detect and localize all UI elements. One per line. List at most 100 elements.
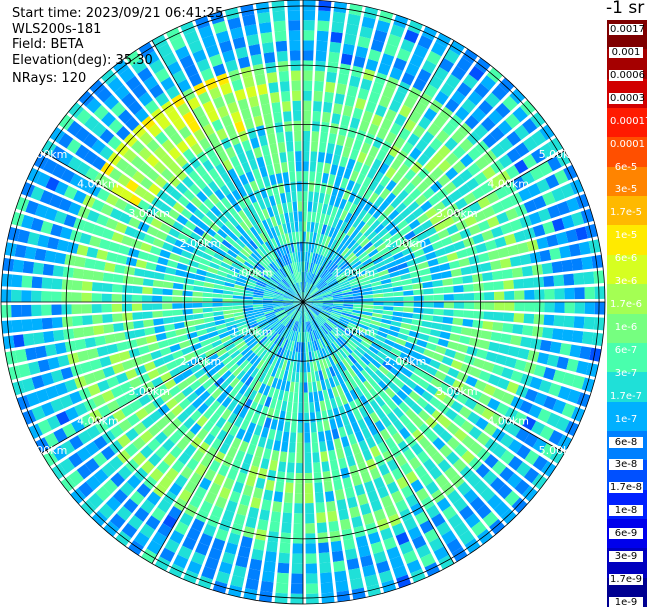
ray-cell bbox=[319, 142, 327, 153]
ray-cell bbox=[260, 581, 273, 592]
ray-cell bbox=[192, 308, 202, 313]
ray-cell bbox=[345, 548, 357, 560]
ray-cell bbox=[493, 281, 504, 290]
ray-cell bbox=[182, 309, 192, 315]
ray-cell bbox=[393, 307, 403, 312]
ray-cell bbox=[261, 103, 271, 114]
ray-cell bbox=[289, 212, 294, 222]
ray-cell bbox=[335, 489, 345, 500]
ray-cell bbox=[306, 553, 317, 563]
ray-cell bbox=[363, 305, 373, 308]
colorbar-tick-label: 3e-9 bbox=[609, 551, 643, 562]
ray-cell bbox=[248, 507, 259, 519]
ray-cell bbox=[293, 362, 297, 372]
ray-cell bbox=[373, 309, 383, 313]
ray-cell bbox=[96, 249, 108, 260]
ray-cell bbox=[296, 232, 300, 242]
ray-cell bbox=[328, 52, 340, 63]
ray-cell bbox=[278, 461, 286, 472]
ray-cell bbox=[203, 312, 214, 317]
ray-cell bbox=[292, 91, 301, 101]
ray-cell bbox=[473, 283, 484, 291]
ray-cell bbox=[331, 113, 340, 124]
ray-cell bbox=[484, 302, 494, 310]
ray-cell bbox=[264, 155, 272, 166]
ray-cell bbox=[249, 44, 261, 56]
colorbar-tick-label: 6e-9 bbox=[609, 528, 643, 539]
ray-cell bbox=[569, 345, 581, 358]
ray-cell bbox=[421, 275, 432, 282]
ray-cell bbox=[272, 153, 280, 164]
ray-cell bbox=[337, 499, 347, 511]
ray-cell bbox=[348, 568, 361, 580]
ray-cell bbox=[185, 272, 196, 279]
ray-cell bbox=[42, 277, 53, 288]
ray-cell bbox=[510, 256, 522, 267]
ray-cell bbox=[404, 302, 414, 307]
ray-cell bbox=[251, 106, 261, 118]
ray-cell bbox=[138, 251, 150, 260]
ray-cell bbox=[343, 304, 353, 307]
ray-cell bbox=[512, 324, 523, 334]
ray-cell bbox=[334, 570, 347, 582]
ray-cell bbox=[285, 381, 290, 392]
ray-cell bbox=[246, 86, 257, 98]
ray-cell bbox=[223, 306, 233, 310]
ray-cell bbox=[345, 487, 355, 499]
ray-cell bbox=[457, 344, 469, 353]
ray-cell bbox=[245, 517, 257, 529]
ray-cell bbox=[350, 117, 360, 129]
ray-cell bbox=[249, 465, 259, 477]
colorbar-tick-label: 0.0001 bbox=[609, 139, 643, 150]
ray-cell bbox=[329, 42, 341, 53]
ray-cell bbox=[172, 297, 182, 302]
ray-cell bbox=[392, 286, 403, 291]
ray-cell bbox=[524, 290, 534, 300]
ray-cell bbox=[423, 308, 433, 314]
ray-cell bbox=[435, 346, 447, 355]
ray-cell bbox=[118, 245, 130, 255]
ray-cell bbox=[132, 304, 142, 311]
ray-cell bbox=[304, 372, 307, 382]
ray-cell bbox=[321, 410, 328, 421]
ray-cell bbox=[542, 327, 553, 339]
ray-cell bbox=[281, 522, 291, 533]
ray-cell bbox=[1, 289, 11, 302]
ray-cell bbox=[481, 330, 492, 339]
ray-cell bbox=[314, 81, 324, 92]
ray-cell bbox=[303, 20, 315, 30]
ray-cell bbox=[193, 286, 204, 292]
ray-cell bbox=[514, 290, 524, 299]
ray-cell bbox=[107, 344, 119, 354]
ray-cell bbox=[328, 174, 335, 185]
ray-cell bbox=[253, 539, 265, 551]
ray-cell bbox=[87, 348, 99, 359]
ray-cell bbox=[160, 347, 172, 356]
ray-cell bbox=[244, 24, 257, 36]
ray-cell bbox=[304, 392, 308, 402]
ray-cell bbox=[268, 82, 278, 93]
ray-cell bbox=[246, 475, 256, 487]
ray-cell bbox=[291, 70, 301, 80]
ray-cell bbox=[393, 291, 403, 296]
ray-cell bbox=[284, 121, 292, 132]
ray-cell bbox=[279, 71, 289, 82]
range-ring-label: 3.00km bbox=[128, 207, 170, 220]
ray-cell bbox=[294, 121, 302, 131]
ray-cell bbox=[483, 282, 494, 291]
ray-cell bbox=[562, 259, 573, 271]
ray-cell bbox=[315, 71, 325, 82]
ray-cell bbox=[332, 551, 344, 562]
ray-cell bbox=[289, 442, 296, 452]
ray-cell bbox=[276, 132, 284, 143]
ray-cell bbox=[437, 338, 448, 347]
ray-cell bbox=[464, 302, 474, 309]
ray-cell bbox=[142, 287, 153, 294]
ray-cell bbox=[560, 343, 572, 356]
ray-cell bbox=[322, 461, 330, 472]
ray-cell bbox=[373, 294, 383, 298]
ray-cell bbox=[256, 125, 266, 137]
ray-cell bbox=[330, 460, 339, 471]
ray-cell bbox=[303, 0, 316, 10]
ray-cell bbox=[442, 278, 453, 285]
